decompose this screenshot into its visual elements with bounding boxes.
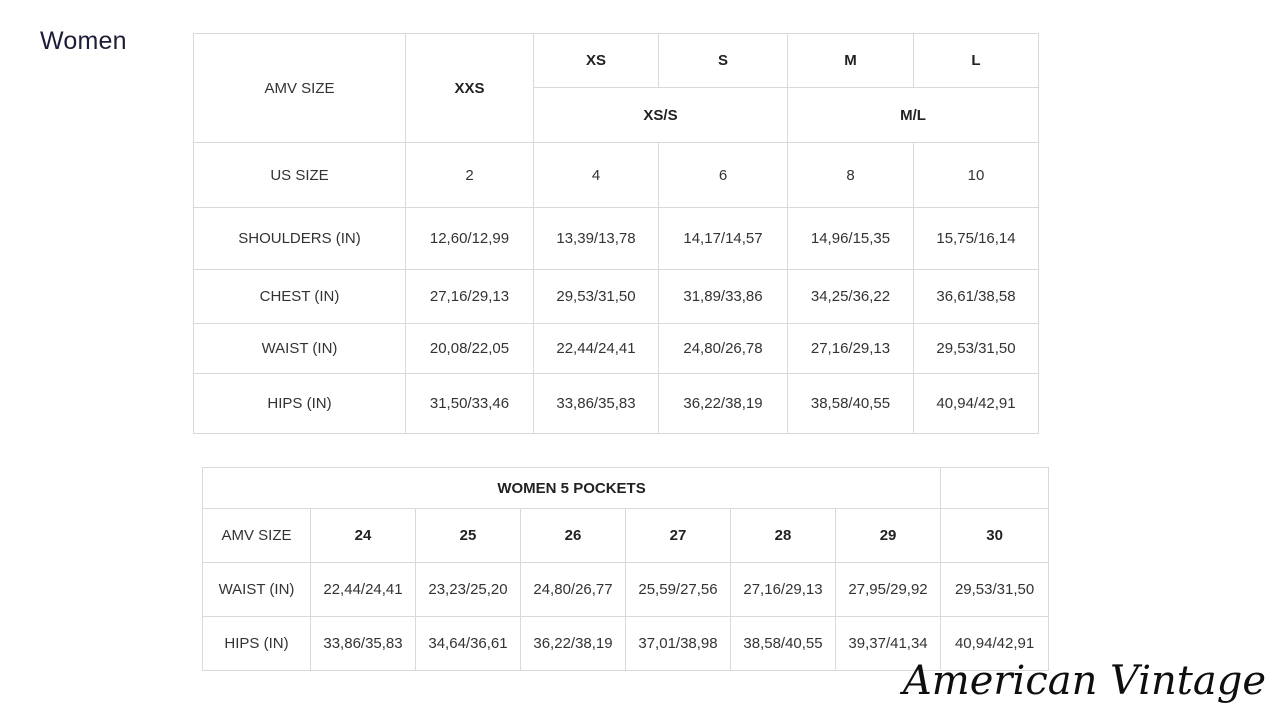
table-cell: 36,61/38,58 xyxy=(913,269,1039,324)
table-row: HIPS (IN) 33,86/35,83 34,64/36,61 36,22/… xyxy=(202,616,1050,671)
table-cell: 6 xyxy=(658,142,788,208)
table-cell: 4 xyxy=(533,142,659,208)
size-header-l: L xyxy=(913,33,1039,88)
size-table-header-row-1: AMV SIZE XXS XS S M L xyxy=(193,33,1039,143)
pockets-table-header-row: AMV SIZE 24 25 26 27 28 29 30 xyxy=(202,508,1050,563)
size-header-25: 25 xyxy=(415,508,521,563)
table-row: CHEST (IN) 27,16/29,13 29,53/31,50 31,89… xyxy=(193,269,1039,324)
table-row: US SIZE 2 4 6 8 10 xyxy=(193,142,1039,208)
table-cell: 37,01/38,98 xyxy=(625,616,731,671)
table-cell: 24,80/26,78 xyxy=(658,323,788,374)
row-label: US SIZE xyxy=(193,142,406,208)
table-cell: 25,59/27,56 xyxy=(625,562,731,617)
table-cell: 2 xyxy=(405,142,534,208)
table-row: WAIST (IN) 22,44/24,41 23,23/25,20 24,80… xyxy=(202,562,1050,617)
size-header-24: 24 xyxy=(310,508,416,563)
table-cell: 40,94/42,91 xyxy=(913,373,1039,434)
pockets-table: WOMEN 5 POCKETS AMV SIZE 24 25 26 27 28 … xyxy=(201,467,1050,671)
table-row: SHOULDERS (IN) 12,60/12,99 13,39/13,78 1… xyxy=(193,207,1039,270)
table-cell: 12,60/12,99 xyxy=(405,207,534,270)
amv-size-header: AMV SIZE xyxy=(202,508,311,563)
size-header-28: 28 xyxy=(730,508,836,563)
table-cell: 22,44/24,41 xyxy=(533,323,659,374)
brand-logo: American Vintage xyxy=(902,658,1266,704)
size-header-29: 29 xyxy=(834,508,942,563)
pockets-table-title-row: WOMEN 5 POCKETS xyxy=(201,467,1050,509)
table-row: HIPS (IN) 31,50/33,46 33,86/35,83 36,22/… xyxy=(193,373,1039,434)
table-cell: 24,80/26,77 xyxy=(520,562,626,617)
table-cell: 29,53/31,50 xyxy=(533,269,659,324)
size-header-m: M xyxy=(787,33,914,88)
table-cell: 29,53/31,50 xyxy=(913,323,1039,374)
table-cell: 27,16/29,13 xyxy=(787,323,914,374)
size-header-m-l: M/L xyxy=(787,87,1039,143)
table-cell: 22,44/24,41 xyxy=(310,562,416,617)
row-label: WAIST (IN) xyxy=(202,562,311,617)
table-cell: 14,96/15,35 xyxy=(787,207,914,270)
row-label: HIPS (IN) xyxy=(193,373,406,434)
table-cell: 23,23/25,20 xyxy=(415,562,521,617)
pockets-table-header-empty-cell xyxy=(940,467,1050,509)
table-cell: 39,37/41,34 xyxy=(834,616,942,671)
size-table-header-row-2: XS/S M/L xyxy=(194,87,1039,143)
table-cell: 15,75/16,14 xyxy=(913,207,1039,270)
table-cell: 8 xyxy=(787,142,914,208)
size-header-xs-s: XS/S xyxy=(533,87,788,143)
table-cell: 20,08/22,05 xyxy=(405,323,534,374)
size-table: AMV SIZE XXS XS S M L XS/S M/L US SIZE 2… xyxy=(193,33,1039,434)
table-cell: 36,22/38,19 xyxy=(658,373,788,434)
size-header-27: 27 xyxy=(625,508,731,563)
size-header-26: 26 xyxy=(520,508,626,563)
size-header-xxs: XXS xyxy=(405,33,534,143)
pockets-table-title: WOMEN 5 POCKETS xyxy=(201,467,942,509)
row-label: HIPS (IN) xyxy=(202,616,311,671)
table-cell: 27,16/29,13 xyxy=(405,269,534,324)
table-cell: 27,16/29,13 xyxy=(730,562,836,617)
table-cell: 27,95/29,92 xyxy=(834,562,942,617)
table-cell: 29,53/31,50 xyxy=(940,562,1050,617)
row-label: SHOULDERS (IN) xyxy=(193,207,406,270)
table-cell: 38,58/40,55 xyxy=(730,616,836,671)
size-header-xs: XS xyxy=(533,33,659,88)
table-cell: 14,17/14,57 xyxy=(658,207,788,270)
table-cell: 33,86/35,83 xyxy=(310,616,416,671)
table-cell: 33,86/35,83 xyxy=(533,373,659,434)
table-cell: 13,39/13,78 xyxy=(533,207,659,270)
table-cell: 31,50/33,46 xyxy=(405,373,534,434)
row-label: CHEST (IN) xyxy=(193,269,406,324)
table-row: WAIST (IN) 20,08/22,05 22,44/24,41 24,80… xyxy=(193,323,1039,374)
size-header-30: 30 xyxy=(940,508,1050,563)
table-cell: 40,94/42,91 xyxy=(940,616,1050,671)
table-cell: 31,89/33,86 xyxy=(658,269,788,324)
table-cell: 34,25/36,22 xyxy=(787,269,914,324)
row-label: WAIST (IN) xyxy=(193,323,406,374)
amv-size-header: AMV SIZE xyxy=(193,33,406,143)
table-cell: 36,22/38,19 xyxy=(520,616,626,671)
size-header-s: S xyxy=(658,33,788,88)
table-cell: 10 xyxy=(913,142,1039,208)
page-title: Women xyxy=(40,27,127,55)
table-cell: 34,64/36,61 xyxy=(415,616,521,671)
table-cell: 38,58/40,55 xyxy=(787,373,914,434)
